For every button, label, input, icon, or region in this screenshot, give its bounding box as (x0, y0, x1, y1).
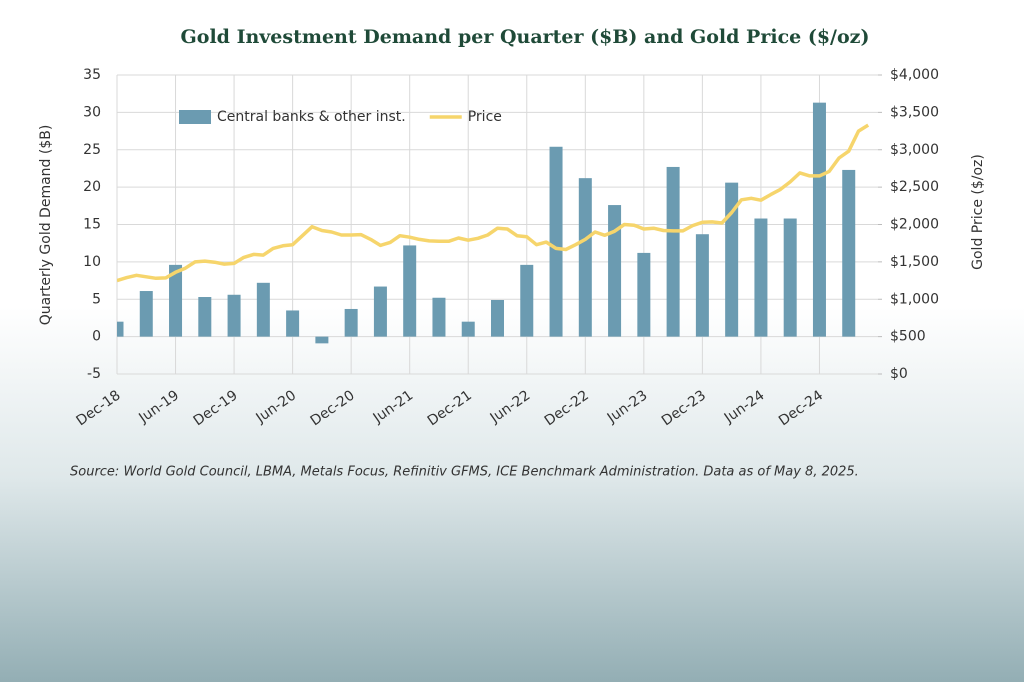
bar (783, 218, 797, 337)
y-tick-label: 10 (83, 254, 101, 270)
bar (198, 297, 212, 337)
bar (695, 234, 709, 337)
bar (608, 205, 622, 337)
bar (842, 169, 856, 337)
bar (344, 308, 358, 337)
y2-tick-label: $4,000 (890, 67, 939, 83)
y-tick-label: 20 (83, 179, 101, 195)
y2-tick-label: $0 (890, 366, 908, 382)
bar (432, 297, 446, 337)
y2-tick-label: $1,500 (890, 254, 939, 270)
y-tick-label: 35 (83, 67, 101, 83)
bar (117, 321, 124, 337)
y2-axis-label: Gold Price ($/oz) (970, 154, 986, 270)
bar (491, 299, 504, 337)
bar (461, 321, 475, 337)
bar (227, 294, 241, 337)
source-note: Source: World Gold Council, LBMA, Metals… (70, 465, 859, 480)
y-tick-label: 30 (83, 104, 101, 120)
y2-tick-label: $500 (890, 329, 926, 345)
bar (169, 264, 183, 337)
bar (139, 291, 153, 337)
y-tick-label: 0 (92, 329, 101, 345)
bar (373, 286, 387, 337)
plot-area (117, 102, 870, 344)
legend-label: Price (468, 109, 502, 125)
y2-tick-label: $2,500 (890, 179, 939, 195)
legend-label: Central banks & other inst. (217, 109, 406, 125)
bar (286, 310, 300, 337)
bar (256, 282, 270, 337)
legend-swatch (179, 110, 211, 124)
y2-tick-label: $3,000 (890, 142, 939, 158)
y2-tick-label: $3,500 (890, 104, 939, 120)
price-line (117, 123, 870, 283)
bar (754, 218, 768, 337)
y-tick-label: 15 (83, 217, 101, 233)
bar (578, 178, 592, 337)
y-tick-label: -5 (87, 366, 101, 382)
bar (520, 264, 534, 337)
bar (725, 182, 739, 337)
y2-tick-label: $1,000 (890, 291, 939, 307)
bar (812, 102, 826, 337)
bar (549, 146, 563, 337)
y2-tick-label: $2,000 (890, 217, 939, 233)
y-axis-label: Quarterly Gold Demand ($B) (38, 125, 54, 326)
bar (315, 336, 329, 344)
y-tick-label: 5 (92, 291, 101, 307)
chart-title: Gold Investment Demand per Quarter ($B) … (181, 26, 870, 48)
y-tick-label: 25 (83, 142, 101, 158)
bar (637, 252, 651, 337)
bar (403, 245, 417, 337)
bar (666, 166, 680, 337)
